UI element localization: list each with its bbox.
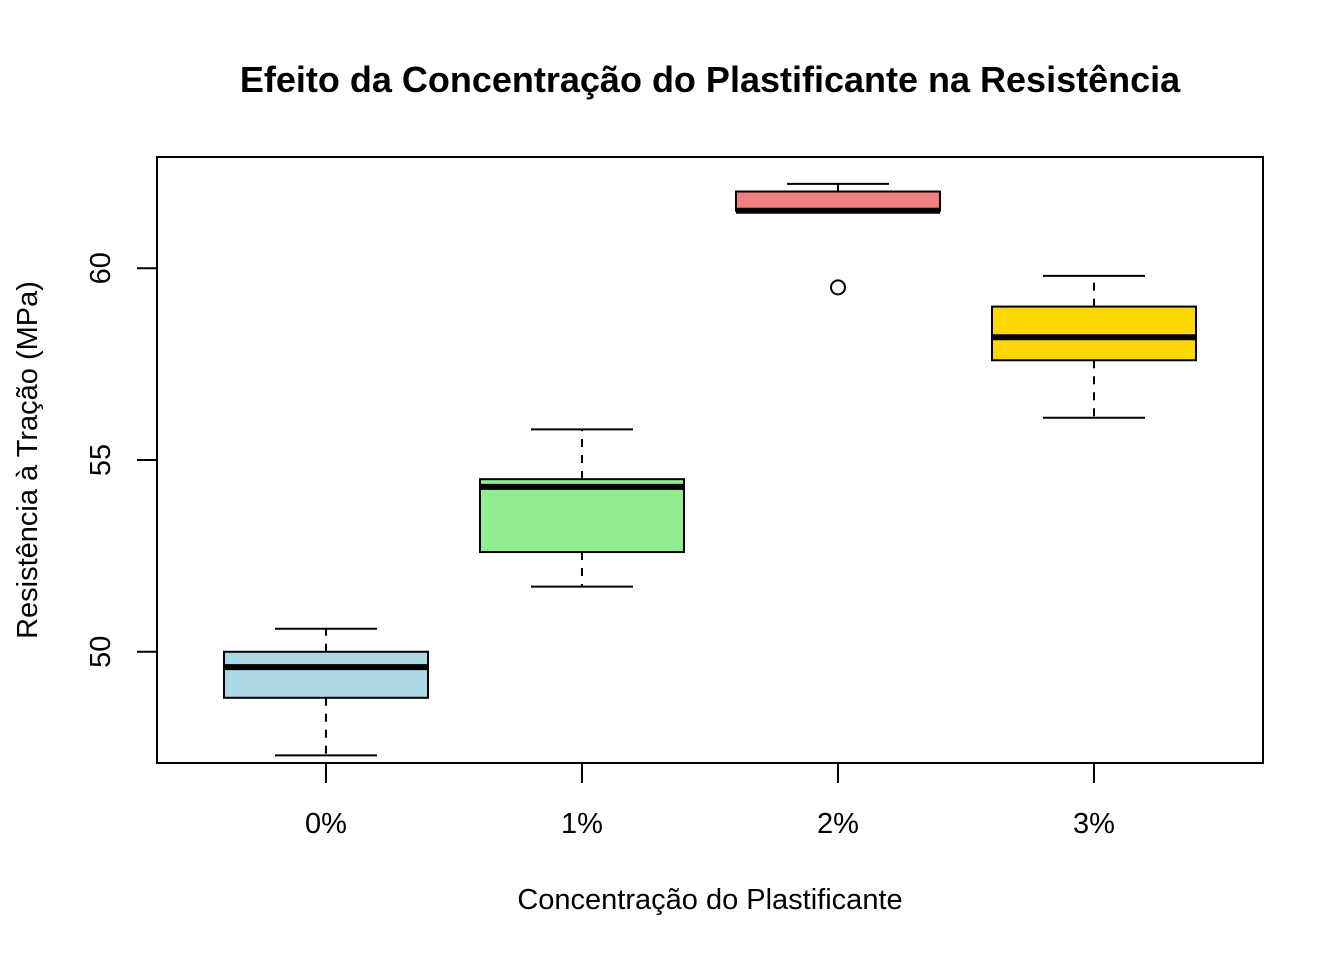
chart-title: Efeito da Concentração do Plastificante …	[240, 59, 1181, 100]
y-tick-label: 50	[85, 636, 117, 668]
box-group-2	[479, 428, 685, 588]
y-axis: 50 55 60	[85, 252, 157, 668]
x-tick-label: 2%	[817, 808, 859, 840]
y-axis-label: Resistência à Tração (MPa)	[12, 281, 44, 639]
box-group-1	[223, 627, 429, 757]
box-body	[991, 305, 1197, 362]
x-tick-label: 1%	[561, 808, 603, 840]
x-tick-label: 0%	[305, 808, 347, 840]
box-body	[479, 478, 685, 554]
outlier-point	[830, 279, 846, 296]
y-tick-label: 60	[85, 252, 117, 284]
boxes-layer	[223, 182, 1197, 757]
box-group-3	[735, 182, 941, 296]
x-axis-label: Concentração do Plastificante	[517, 884, 902, 916]
y-tick-label: 55	[85, 444, 117, 476]
box-group-4	[991, 274, 1197, 419]
x-tick-label: 3%	[1073, 808, 1115, 840]
x-axis: 0% 1% 2% 3%	[305, 763, 1115, 840]
box-body	[223, 650, 429, 699]
